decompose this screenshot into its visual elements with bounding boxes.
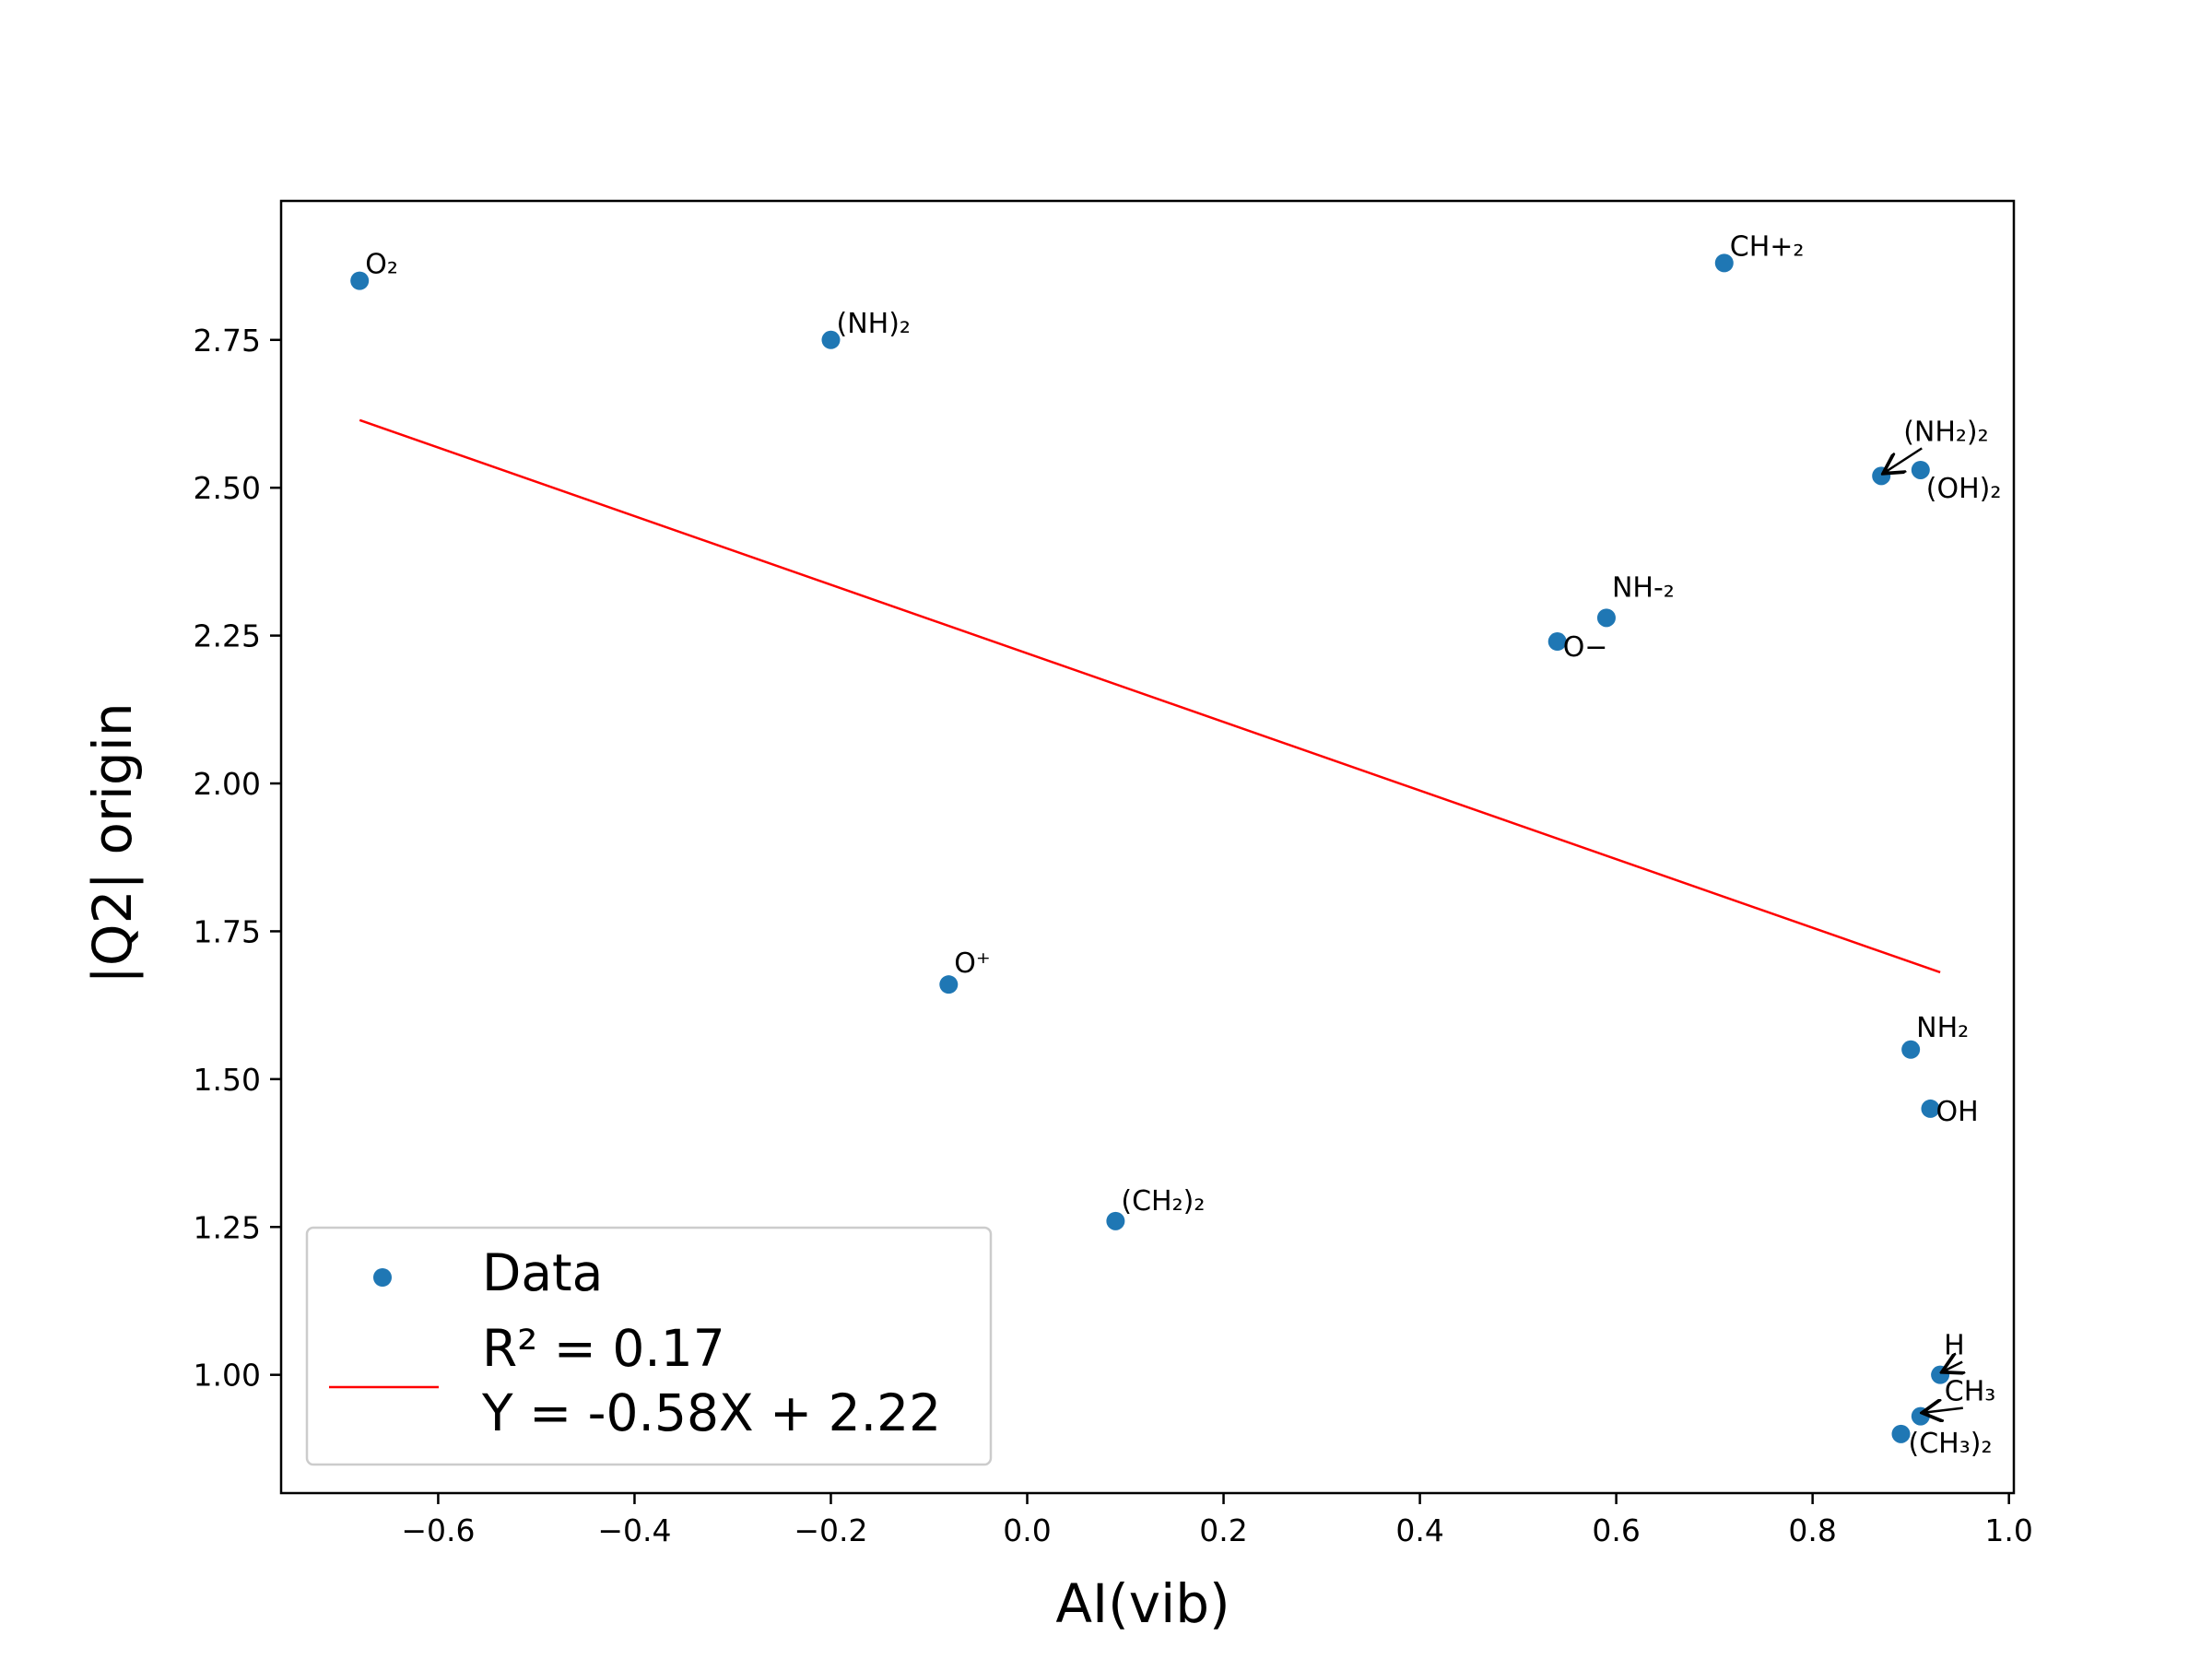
annotation-arrow — [1944, 1362, 1962, 1371]
y-tick-label: 2.00 — [194, 766, 261, 802]
data-point — [1596, 608, 1616, 628]
y-tick-label: 2.25 — [194, 618, 261, 654]
data-point — [1901, 1040, 1921, 1059]
x-tick-label: −0.2 — [794, 1512, 867, 1548]
x-tick-label: 0.4 — [1395, 1512, 1443, 1548]
fit-line — [359, 418, 1941, 974]
data-point — [939, 975, 959, 994]
point-label: NH-₂ — [1612, 571, 1675, 604]
plot-frame — [279, 199, 2016, 1495]
x-tick-label: 1.0 — [1984, 1512, 2032, 1548]
point-label: O₂ — [365, 249, 398, 281]
plot-area — [279, 199, 2016, 1495]
y-tick-label: 2.75 — [194, 323, 261, 359]
data-point — [1911, 460, 1930, 479]
legend-data-marker — [373, 1268, 392, 1287]
y-tick-label: 2.50 — [194, 470, 261, 506]
x-tick-label: −0.4 — [597, 1512, 671, 1548]
y-axis-title: |Q2| origin — [81, 702, 144, 983]
point-label: (OH)₂ — [1926, 473, 2002, 505]
legend-data-label: Data — [482, 1243, 603, 1302]
x-tick-label: 0.0 — [1003, 1512, 1051, 1548]
legend-fit-equation: Y = -0.58X + 2.22 — [481, 1383, 941, 1442]
point-label: CH+₂ — [1730, 230, 1805, 263]
point-label: (CH₂)₂ — [1121, 1185, 1205, 1218]
axes: −0.6 −0.4 −0.2 0.0 0.2 0.4 0.6 0.8 1.0 1.00 1.25 1.… — [194, 323, 2033, 1548]
data-point — [1106, 1211, 1125, 1230]
point-label: O⁺ — [954, 947, 990, 980]
point-label: NH₂ — [1916, 1012, 1969, 1044]
annotation-arrow — [1885, 447, 1923, 472]
y-tick-label: 1.75 — [194, 913, 261, 949]
point-label: OH — [1936, 1096, 1978, 1128]
data-point — [821, 330, 841, 349]
point-label: O− — [1563, 631, 1608, 664]
point-label: (CH₃)₂ — [1909, 1428, 1993, 1460]
y-tick-label: 1.25 — [194, 1209, 261, 1245]
data-point — [350, 271, 370, 290]
x-tick-label: −0.6 — [401, 1512, 475, 1548]
y-tick-label: 1.00 — [194, 1358, 261, 1394]
annotation-arrow — [1924, 1408, 1963, 1413]
point-label: H — [1944, 1330, 1965, 1362]
data-point — [1911, 1406, 1930, 1426]
x-tick-label: 0.2 — [1199, 1512, 1247, 1548]
legend: Data R² = 0.17 Y = -0.58X + 2.22 — [305, 1226, 993, 1466]
data-point — [1921, 1099, 1940, 1118]
point-label: (NH₂)₂ — [1903, 416, 1988, 448]
data-point — [1547, 632, 1567, 652]
point-label: CH₃ — [1945, 1376, 1996, 1408]
legend-fit-r2: R² = 0.17 — [482, 1319, 725, 1378]
data-point — [1891, 1424, 1911, 1443]
fit-line-layer — [359, 418, 1941, 974]
data-point — [1714, 253, 1734, 273]
y-tick-label: 1.50 — [194, 1062, 261, 1098]
x-tick-label: 0.8 — [1788, 1512, 1836, 1548]
point-labels: O₂ (NH)₂ CH+₂ (NH₂)₂ (OH)₂ NH-₂O− O⁺ NH₂ OH (CH₂)… — [365, 230, 2001, 1459]
point-label: (NH)₂ — [836, 308, 910, 340]
x-tick-label: 0.6 — [1592, 1512, 1640, 1548]
legend-frame — [305, 1226, 993, 1466]
x-axis-title: AI(vib) — [1055, 1572, 1230, 1635]
